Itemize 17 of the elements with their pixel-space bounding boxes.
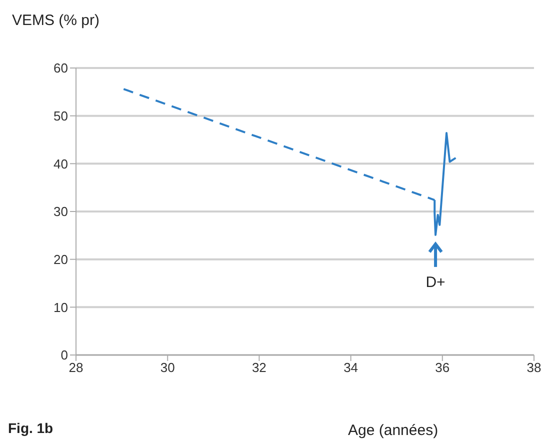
x-tick-label: 32 — [252, 360, 266, 376]
x-axis-title: Age (années) — [348, 422, 438, 439]
x-tick-label: 34 — [344, 360, 358, 376]
y-tick-label: 60 — [54, 60, 68, 76]
y-tick-label: 0 — [60, 348, 68, 363]
y-tick-label: 40 — [54, 156, 68, 172]
y-tick-label: 10 — [54, 300, 68, 315]
caption: Fig. 1b — [8, 420, 54, 436]
x-tick-label: 30 — [160, 360, 175, 376]
y-tick-label: 50 — [54, 108, 68, 124]
y-axis-title: VEMS (% pr) — [12, 12, 100, 29]
annotation: D+ — [426, 274, 446, 291]
y-tick-label: 20 — [54, 252, 68, 267]
y-tick-label: 30 — [54, 204, 68, 220]
x-tick-label: 28 — [68, 360, 84, 376]
x-tick-label: 38 — [526, 360, 542, 376]
x-tick-label: 36 — [435, 360, 450, 376]
